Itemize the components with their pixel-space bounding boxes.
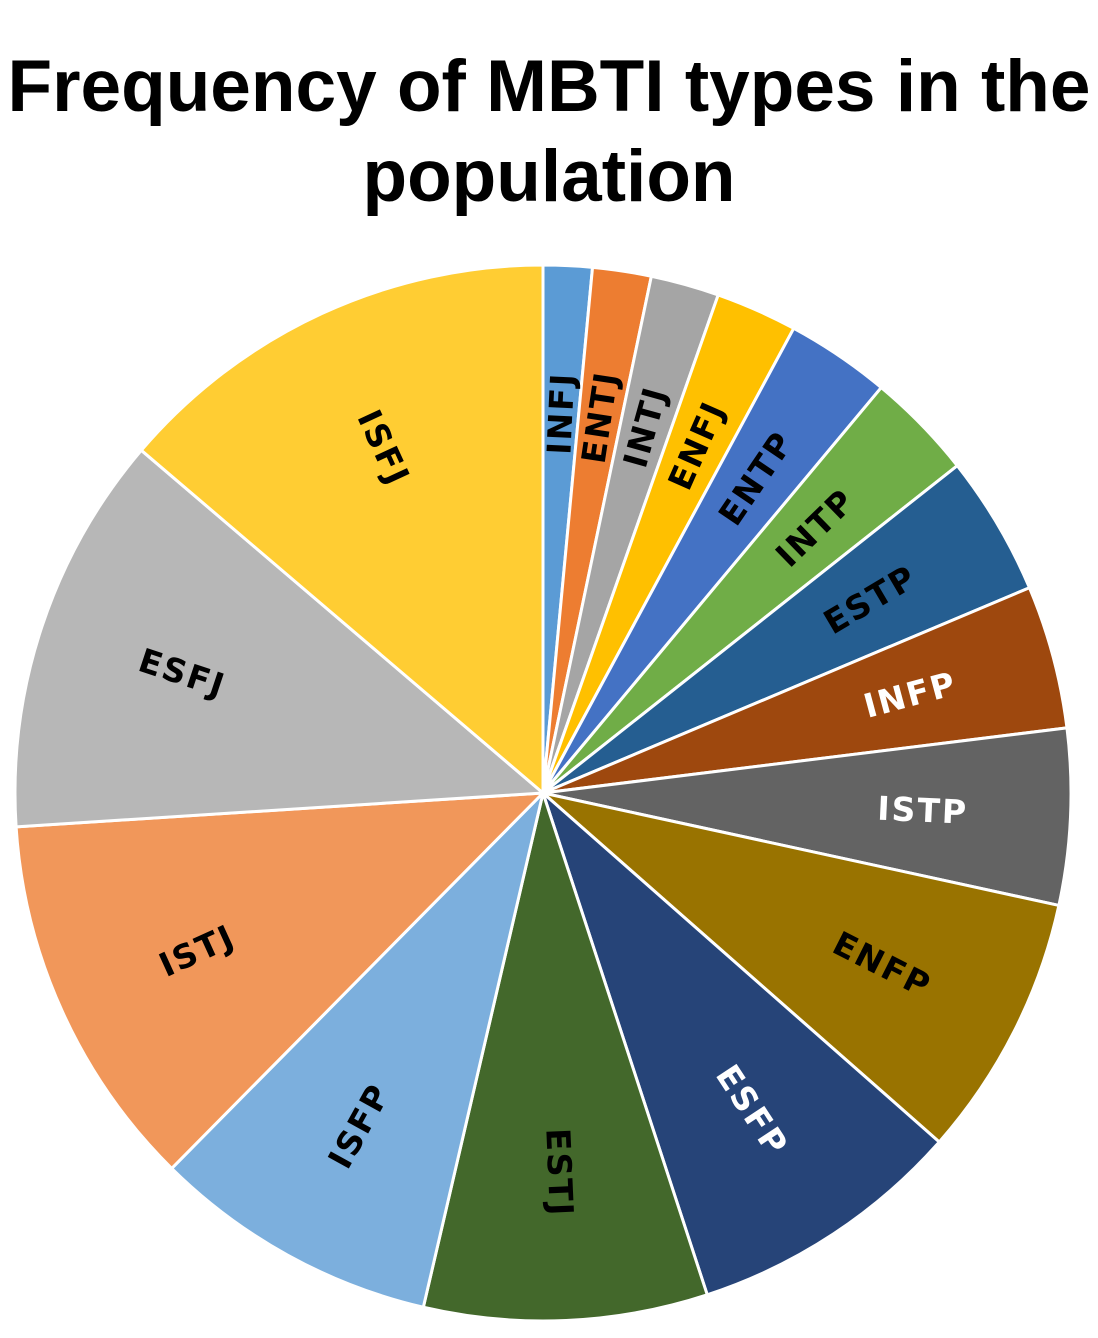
pie-slice-istj [14, 791, 545, 1170]
pie-label-estj: ESTJ [538, 1127, 581, 1218]
pie-slice-istp [541, 726, 1073, 907]
pie-slice-enfp [541, 791, 1061, 1144]
pie-label-infj: INFJ [539, 371, 582, 455]
pie-slice-estj [421, 791, 709, 1323]
pie-slice-esfp [541, 791, 941, 1297]
pie-slice-isfp [170, 791, 545, 1309]
pie-slice-isfj [139, 263, 545, 795]
pie-label-istp: ISTP [877, 789, 969, 832]
pie-slices [13, 263, 1073, 1323]
chart-title: Frequency of MBTI types in the populatio… [7, 46, 1091, 217]
pie-slice-esfj [13, 448, 545, 829]
